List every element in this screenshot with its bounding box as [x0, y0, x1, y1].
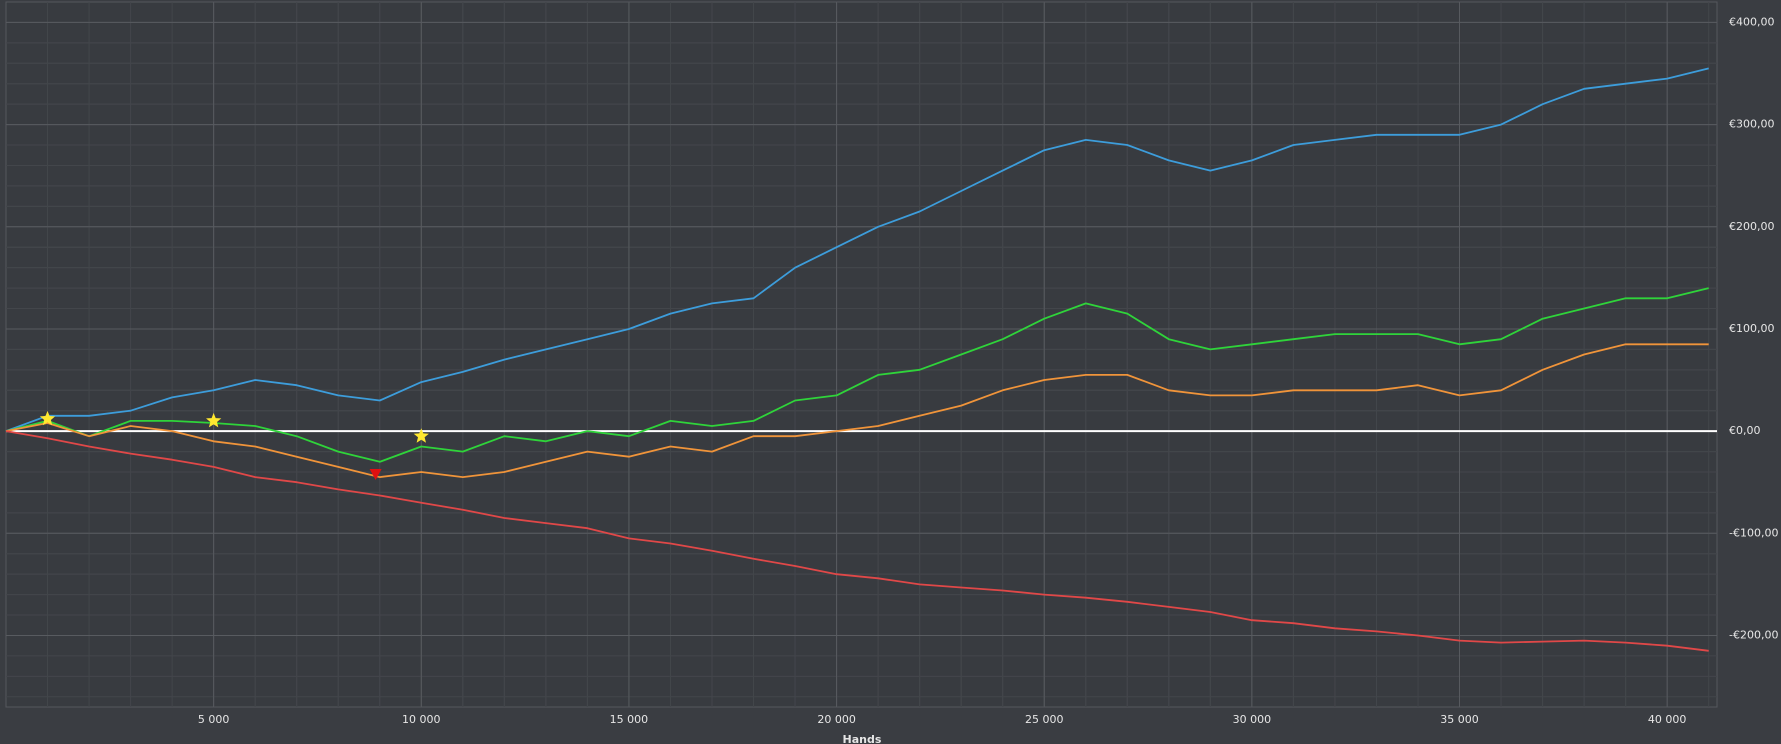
y-tick-label: -€200,00	[1729, 628, 1778, 641]
y-tick-label: €100,00	[1729, 322, 1775, 335]
x-tick-label: 10 000	[402, 713, 441, 726]
marker	[369, 469, 382, 481]
series-line	[5, 287, 1709, 463]
series-line	[5, 430, 1709, 652]
x-tick-label: 30 000	[1233, 713, 1272, 726]
y-tick-label: €200,00	[1729, 220, 1775, 233]
x-tick-label: 40 000	[1648, 713, 1687, 726]
y-tick-label: €400,00	[1729, 15, 1775, 28]
marker	[39, 410, 56, 426]
x-tick-label: 5 000	[198, 713, 230, 726]
series-line	[5, 343, 1709, 478]
x-tick-label: 25 000	[1025, 713, 1064, 726]
series-line	[5, 67, 1709, 432]
marker	[206, 412, 222, 428]
x-tick-label: 20 000	[817, 713, 856, 726]
x-tick-label: 35 000	[1440, 713, 1479, 726]
y-tick-label: €0,00	[1729, 424, 1761, 437]
plot-area	[5, 1, 1718, 708]
x-axis-label: Hands	[843, 733, 882, 744]
y-tick-label: -€100,00	[1729, 526, 1778, 539]
x-tick-label: 15 000	[610, 713, 649, 726]
marker	[413, 428, 429, 443]
y-tick-label: €300,00	[1729, 118, 1775, 131]
